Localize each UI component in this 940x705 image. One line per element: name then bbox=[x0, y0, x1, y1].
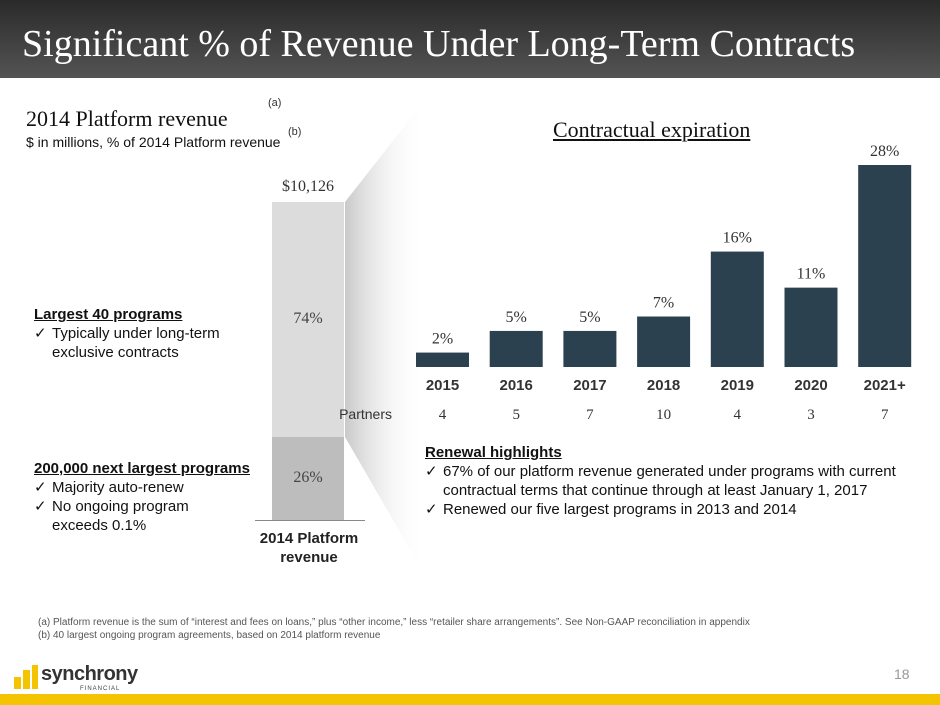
stack-segment-next bbox=[272, 437, 344, 520]
list-item: ✓ No ongoing program exceeds 0.1% bbox=[34, 498, 189, 534]
left-title-note: (a) bbox=[268, 97, 282, 109]
renewal-list: ✓ 67% of our platform revenue generated u… bbox=[425, 462, 925, 519]
footer-accent-bar bbox=[0, 694, 940, 705]
value-label-2020: 11% bbox=[797, 266, 826, 283]
list-item: ✓ Renewed our five largest programs in 20… bbox=[425, 501, 797, 518]
largest-programs-heading: Largest 40 programs bbox=[34, 306, 183, 323]
bar-2020 bbox=[784, 287, 838, 367]
stack-axis-label: 2014 Platform revenue bbox=[259, 530, 359, 566]
stack-bottom-pct: 26% bbox=[293, 468, 323, 486]
partners-row-label: Partners bbox=[339, 406, 392, 422]
next-programs-block: 200,000 next largest programs ✓ Majority … bbox=[34, 459, 274, 535]
bar-2017 bbox=[563, 330, 617, 367]
check-icon: ✓ bbox=[425, 501, 438, 518]
value-label-2021+: 28% bbox=[870, 143, 899, 160]
logo-wordmark: synchrony bbox=[41, 663, 138, 685]
category-label-2020: 2020 bbox=[794, 377, 827, 394]
stack-top-pct: 74% bbox=[293, 309, 323, 327]
stack-total-label: $10,126 bbox=[282, 178, 334, 195]
bar-2018 bbox=[637, 316, 691, 367]
left-subtitle: $ in millions, % of 2014 Platform revenu… bbox=[26, 134, 281, 150]
left-subtitle-note: (b) bbox=[288, 126, 302, 138]
value-label-2018: 7% bbox=[653, 295, 674, 312]
category-label-2016: 2016 bbox=[500, 377, 533, 394]
partners-count-2021+: 7 bbox=[881, 407, 889, 423]
chart-title: Contractual expiration bbox=[553, 117, 751, 142]
list-item: ✓ Typically under long-term exclusive con… bbox=[34, 325, 220, 361]
value-label-2016: 5% bbox=[506, 309, 527, 326]
partners-count-2019: 4 bbox=[734, 407, 742, 423]
left-title: 2014 Platform revenue bbox=[26, 106, 228, 131]
partners-count-2018: 10 bbox=[656, 407, 671, 423]
next-programs-list: ✓ Majority auto-renew ✓ No ongoing program… bbox=[34, 478, 224, 535]
logo-subtext: FINANCIAL bbox=[80, 686, 121, 692]
partners-count-2015: 4 bbox=[439, 407, 447, 423]
value-label-2017: 5% bbox=[579, 309, 600, 326]
category-label-2019: 2019 bbox=[721, 377, 754, 394]
footnote-a: (a) Platform revenue is the sum of “inte… bbox=[38, 617, 750, 628]
zoom-wedge bbox=[345, 100, 425, 575]
check-icon: ✓ bbox=[34, 498, 47, 515]
bar-2019 bbox=[710, 251, 764, 367]
check-icon: ✓ bbox=[34, 325, 47, 342]
partners-count-2016: 5 bbox=[512, 407, 520, 423]
renewal-heading: Renewal highlights bbox=[425, 444, 562, 461]
category-label-2018: 2018 bbox=[647, 377, 680, 394]
next-programs-heading: 200,000 next largest programs bbox=[34, 460, 250, 477]
header-bar: Significant % of Revenue Under Long-Term… bbox=[0, 0, 940, 78]
bar-2015 bbox=[416, 352, 469, 367]
check-icon: ✓ bbox=[34, 479, 47, 496]
category-label-2021+: 2021+ bbox=[864, 377, 906, 394]
category-label-2015: 2015 bbox=[426, 377, 459, 394]
renewal-block: Renewal highlights ✓ 67% of our platform … bbox=[425, 443, 925, 519]
check-icon: ✓ bbox=[425, 463, 438, 480]
stack-baseline bbox=[255, 520, 365, 521]
largest-programs-block: Largest 40 programs ✓ Typically under lon… bbox=[34, 305, 264, 362]
partners-count-2020: 3 bbox=[807, 407, 815, 423]
list-item: ✓ 67% of our platform revenue generated u… bbox=[425, 463, 896, 499]
page-number: 18 bbox=[894, 666, 910, 682]
bar-2021+ bbox=[858, 165, 912, 367]
stack-segment-largest bbox=[272, 202, 344, 438]
largest-programs-list: ✓ Typically under long-term exclusive con… bbox=[34, 324, 264, 362]
list-item: ✓ Majority auto-renew bbox=[34, 479, 184, 496]
page-title: Significant % of Revenue Under Long-Term… bbox=[22, 23, 856, 65]
footnote-b: (b) 40 largest ongoing program agreement… bbox=[38, 630, 381, 641]
partners-count-2017: 7 bbox=[586, 407, 594, 423]
expiration-bar-chart: Partners 2% 2015 4 5% 2016 5 5% 2017 7 7% 2018 10 16%… bbox=[339, 143, 912, 423]
category-label-2017: 2017 bbox=[573, 377, 606, 394]
value-label-2019: 16% bbox=[723, 230, 752, 247]
value-label-2015: 2% bbox=[432, 331, 453, 348]
logo-mark-icon bbox=[14, 665, 38, 689]
bar-2016 bbox=[489, 330, 543, 367]
